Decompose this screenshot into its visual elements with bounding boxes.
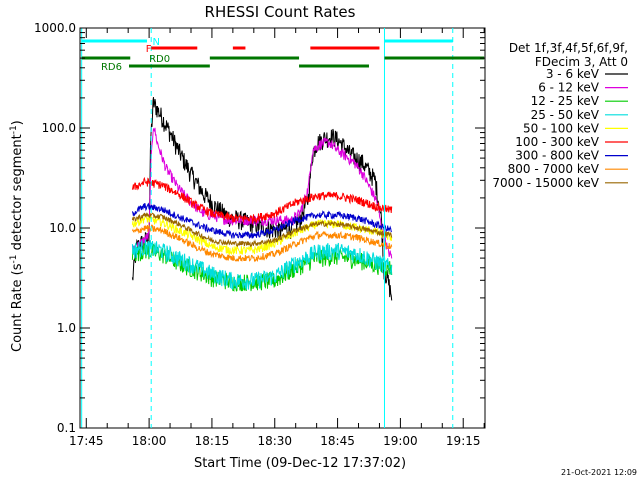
y-tick-label: 100.0	[42, 121, 76, 135]
legend-label-25-50-kev: 25 - 50 keV	[531, 108, 600, 122]
flag-label-n: N	[152, 37, 159, 48]
legend-header-line2: FDecim 3, Att 0	[535, 55, 628, 69]
series-800-7000-kev	[131, 223, 393, 263]
y-tick-label: 1.0	[57, 321, 76, 335]
x-tick-label: 17:45	[69, 434, 104, 448]
series-50-100-kev	[131, 213, 393, 256]
series-100-300-kev	[131, 176, 393, 225]
legend-label-6-12-kev: 6 - 12 keV	[538, 81, 600, 95]
y-tick-label: 1000.0	[34, 21, 76, 35]
y-tick-label: 0.1	[57, 421, 76, 435]
series-6-12-kev	[131, 127, 393, 259]
x-tick-label: 18:00	[132, 434, 167, 448]
legend-label-800-7000-kev: 800 - 7000 keV	[508, 162, 600, 176]
legend: Det 1f,3f,4f,5f,6f,9f, FDecim 3, Att 0 3…	[492, 41, 628, 190]
x-tick-label: 19:00	[383, 434, 418, 448]
legend-label-12-25-kev: 12 - 25 keV	[531, 94, 600, 108]
footer-timestamp: 21-Oct-2021 12:09	[561, 468, 637, 477]
legend-label-7000-15000-kev: 7000 - 15000 keV	[492, 176, 599, 190]
flag-label-rd6: RD6	[101, 62, 122, 73]
legend-label-300-800-kev: 300 - 800 keV	[515, 149, 599, 163]
x-axis-label: Start Time (09-Dec-12 17:37:02)	[194, 456, 406, 471]
legend-label-100-300-kev: 100 - 300 keV	[515, 135, 599, 149]
y-axis-label-main: Count Rate (s	[10, 263, 25, 352]
series-300-800-kev	[131, 202, 393, 240]
x-tick-label: 19:15	[446, 434, 481, 448]
y-tick-label: 10.0	[49, 221, 76, 235]
legend-label-50-100-kev: 50 - 100 keV	[523, 121, 600, 135]
y-axis-label: Count Rate (s-1 detector segment-1)	[9, 120, 25, 352]
legend-header-line1: Det 1f,3f,4f,5f,6f,9f,	[509, 41, 628, 55]
chart-title: RHESSI Count Rates	[205, 3, 356, 21]
x-tick-label: 18:15	[195, 434, 230, 448]
x-tick-label: 18:30	[257, 434, 292, 448]
y-axis-label-mid: detector segment	[10, 134, 25, 254]
series-25-50-kev	[131, 239, 393, 290]
y-axis-label-end: )	[10, 120, 25, 125]
series-7000-15000-kev	[131, 212, 393, 248]
x-tick-label: 18:45	[320, 434, 355, 448]
flag-label-f: F	[146, 44, 152, 55]
y-axis-label-sup1: -1	[9, 254, 19, 263]
y-axis-label-sup2: -1	[9, 125, 19, 134]
legend-label-3-6-kev: 3 - 6 keV	[546, 67, 600, 81]
flag-label-rd0: RD0	[149, 54, 170, 65]
